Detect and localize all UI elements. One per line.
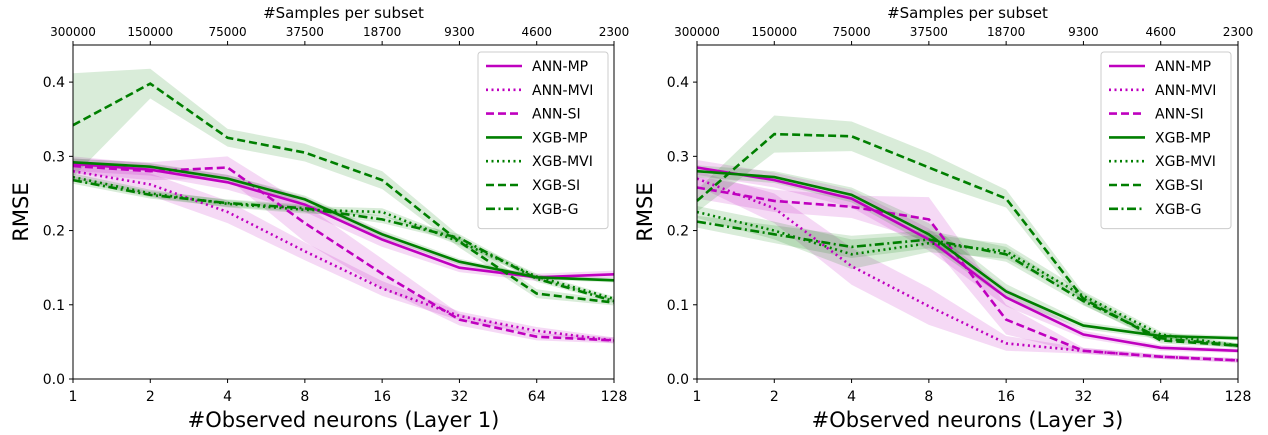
x-tick-label: 1 xyxy=(69,389,78,405)
top-x-tick-label: 150000 xyxy=(751,25,797,39)
top-x-tick-label: 2300 xyxy=(1223,25,1254,39)
series-line-ann-mvi xyxy=(72,169,615,342)
band-xgb-mvi xyxy=(73,173,614,302)
top-x-tick-label: 4600 xyxy=(521,25,552,39)
legend-label-xgb-mp: XGB-MP xyxy=(1155,130,1211,146)
x-tick-label: 64 xyxy=(1152,389,1170,405)
legend: ANN-MP ANN-MVI ANN-SI XGB-MP XGB-MVI XGB-SI XG… xyxy=(1100,51,1232,230)
chart-panel-2: 1 300000 2 150000 4 75000 8 37500 16 18700 32 9300 6… xyxy=(633,4,1253,432)
y-tick-label: 0.0 xyxy=(667,372,689,388)
top-x-axis-title: #Samples per subset xyxy=(887,4,1048,22)
plot-frame xyxy=(72,44,615,380)
series-line-xgb-g xyxy=(696,220,1239,347)
series-line-xgb-g xyxy=(72,178,615,303)
y-tick-label: 0.3 xyxy=(667,149,689,165)
y-tick-label: 0.2 xyxy=(43,224,65,240)
top-x-tick-label: 2300 xyxy=(599,25,630,39)
x-tick-label: 128 xyxy=(601,389,628,405)
legend-label-xgb-g: XGB-G xyxy=(1155,202,1201,218)
series-line-xgb-si xyxy=(72,82,615,304)
y-axis-title: RMSE xyxy=(9,182,33,241)
y-tick-label: 0.4 xyxy=(667,75,689,91)
x-tick-label: 32 xyxy=(451,389,469,405)
top-x-axis-title: #Samples per subset xyxy=(263,4,424,22)
top-x-tick-label: 37500 xyxy=(286,25,324,39)
legend-label-ann-si: ANN-SI xyxy=(532,107,581,123)
chart-panel-1: 1 300000 2 150000 4 75000 8 37500 16 18700 32 9300 6… xyxy=(9,4,629,432)
top-x-tick-label: 75000 xyxy=(208,25,246,39)
y-tick-label: 0.2 xyxy=(667,224,689,240)
x-tick-label: 8 xyxy=(300,389,309,405)
top-x-tick-label: 37500 xyxy=(910,25,948,39)
series-lines xyxy=(72,82,615,342)
series-lines xyxy=(696,132,1239,362)
legend-label-ann-si: ANN-SI xyxy=(1155,107,1204,123)
series-line-ann-mvi xyxy=(696,177,1239,362)
series-line-xgb-mp xyxy=(72,161,615,282)
legend-label-xgb-mp: XGB-MP xyxy=(532,130,588,146)
y-tick-label: 0.1 xyxy=(667,298,689,314)
legend-label-ann-mvi: ANN-MVI xyxy=(1155,83,1216,99)
band-ann-mvi xyxy=(73,163,614,344)
top-x-tick-label: 18700 xyxy=(987,25,1025,39)
legend-label-ann-mp: ANN-MP xyxy=(532,59,588,75)
top-x-tick-label: 75000 xyxy=(832,25,870,39)
x-tick-label: 2 xyxy=(770,389,779,405)
x-tick-label: 1 xyxy=(693,389,702,405)
band-xgb-si xyxy=(73,68,614,306)
legend-label-xgb-mvi: XGB-MVI xyxy=(532,154,593,170)
top-x-tick-label: 18700 xyxy=(363,25,401,39)
band-xgb-si xyxy=(697,115,1238,348)
y-tick-label: 0.0 xyxy=(43,372,65,388)
x-tick-label: 2 xyxy=(146,389,155,405)
band-xgb-mvi xyxy=(697,206,1238,348)
legend-label-xgb-g: XGB-G xyxy=(532,202,578,218)
plot-frame xyxy=(696,44,1239,380)
x-tick-label: 4 xyxy=(847,389,856,405)
legend: ANN-MP ANN-MVI ANN-SI XGB-MP XGB-MVI XGB-SI XG… xyxy=(477,51,609,230)
series-line-ann-si xyxy=(72,164,615,342)
legend-label-xgb-mvi: XGB-MVI xyxy=(1155,154,1216,170)
series-line-ann-mp xyxy=(696,166,1239,353)
y-tick-label: 0.3 xyxy=(43,149,65,165)
band-xgb-mp xyxy=(73,158,614,283)
x-axis-title: #Observed neurons (Layer 1) xyxy=(188,408,500,432)
top-x-tick-label: 4600 xyxy=(1145,25,1176,39)
legend-label-ann-mp: ANN-MP xyxy=(1155,59,1211,75)
y-axis-title: RMSE xyxy=(633,182,657,241)
top-x-tick-label: 300000 xyxy=(50,25,96,39)
x-tick-label: 16 xyxy=(997,389,1015,405)
band-xgb-g xyxy=(697,215,1238,348)
top-x-tick-label: 9300 xyxy=(444,25,475,39)
top-x-tick-label: 300000 xyxy=(674,25,720,39)
band-ann-si xyxy=(73,156,614,344)
x-tick-label: 4 xyxy=(223,389,232,405)
x-tick-label: 32 xyxy=(1075,389,1093,405)
legend-label-xgb-si: XGB-SI xyxy=(1155,178,1203,194)
x-axis-title: #Observed neurons (Layer 3) xyxy=(812,408,1124,432)
y-tick-label: 0.4 xyxy=(43,75,65,91)
band-ann-mp xyxy=(73,156,614,282)
top-x-tick-label: 9300 xyxy=(1068,25,1099,39)
x-tick-label: 64 xyxy=(528,389,546,405)
series-line-xgb-si xyxy=(696,132,1239,347)
series-line-ann-si xyxy=(696,186,1239,362)
x-tick-label: 8 xyxy=(924,389,933,405)
y-tick-label: 0.1 xyxy=(43,298,65,314)
top-x-tick-label: 150000 xyxy=(127,25,173,39)
x-tick-label: 128 xyxy=(1225,389,1252,405)
band-ann-mp xyxy=(697,160,1238,354)
x-tick-label: 16 xyxy=(373,389,391,405)
legend-label-xgb-si: XGB-SI xyxy=(532,178,580,194)
legend-label-ann-mvi: ANN-MVI xyxy=(532,83,593,99)
